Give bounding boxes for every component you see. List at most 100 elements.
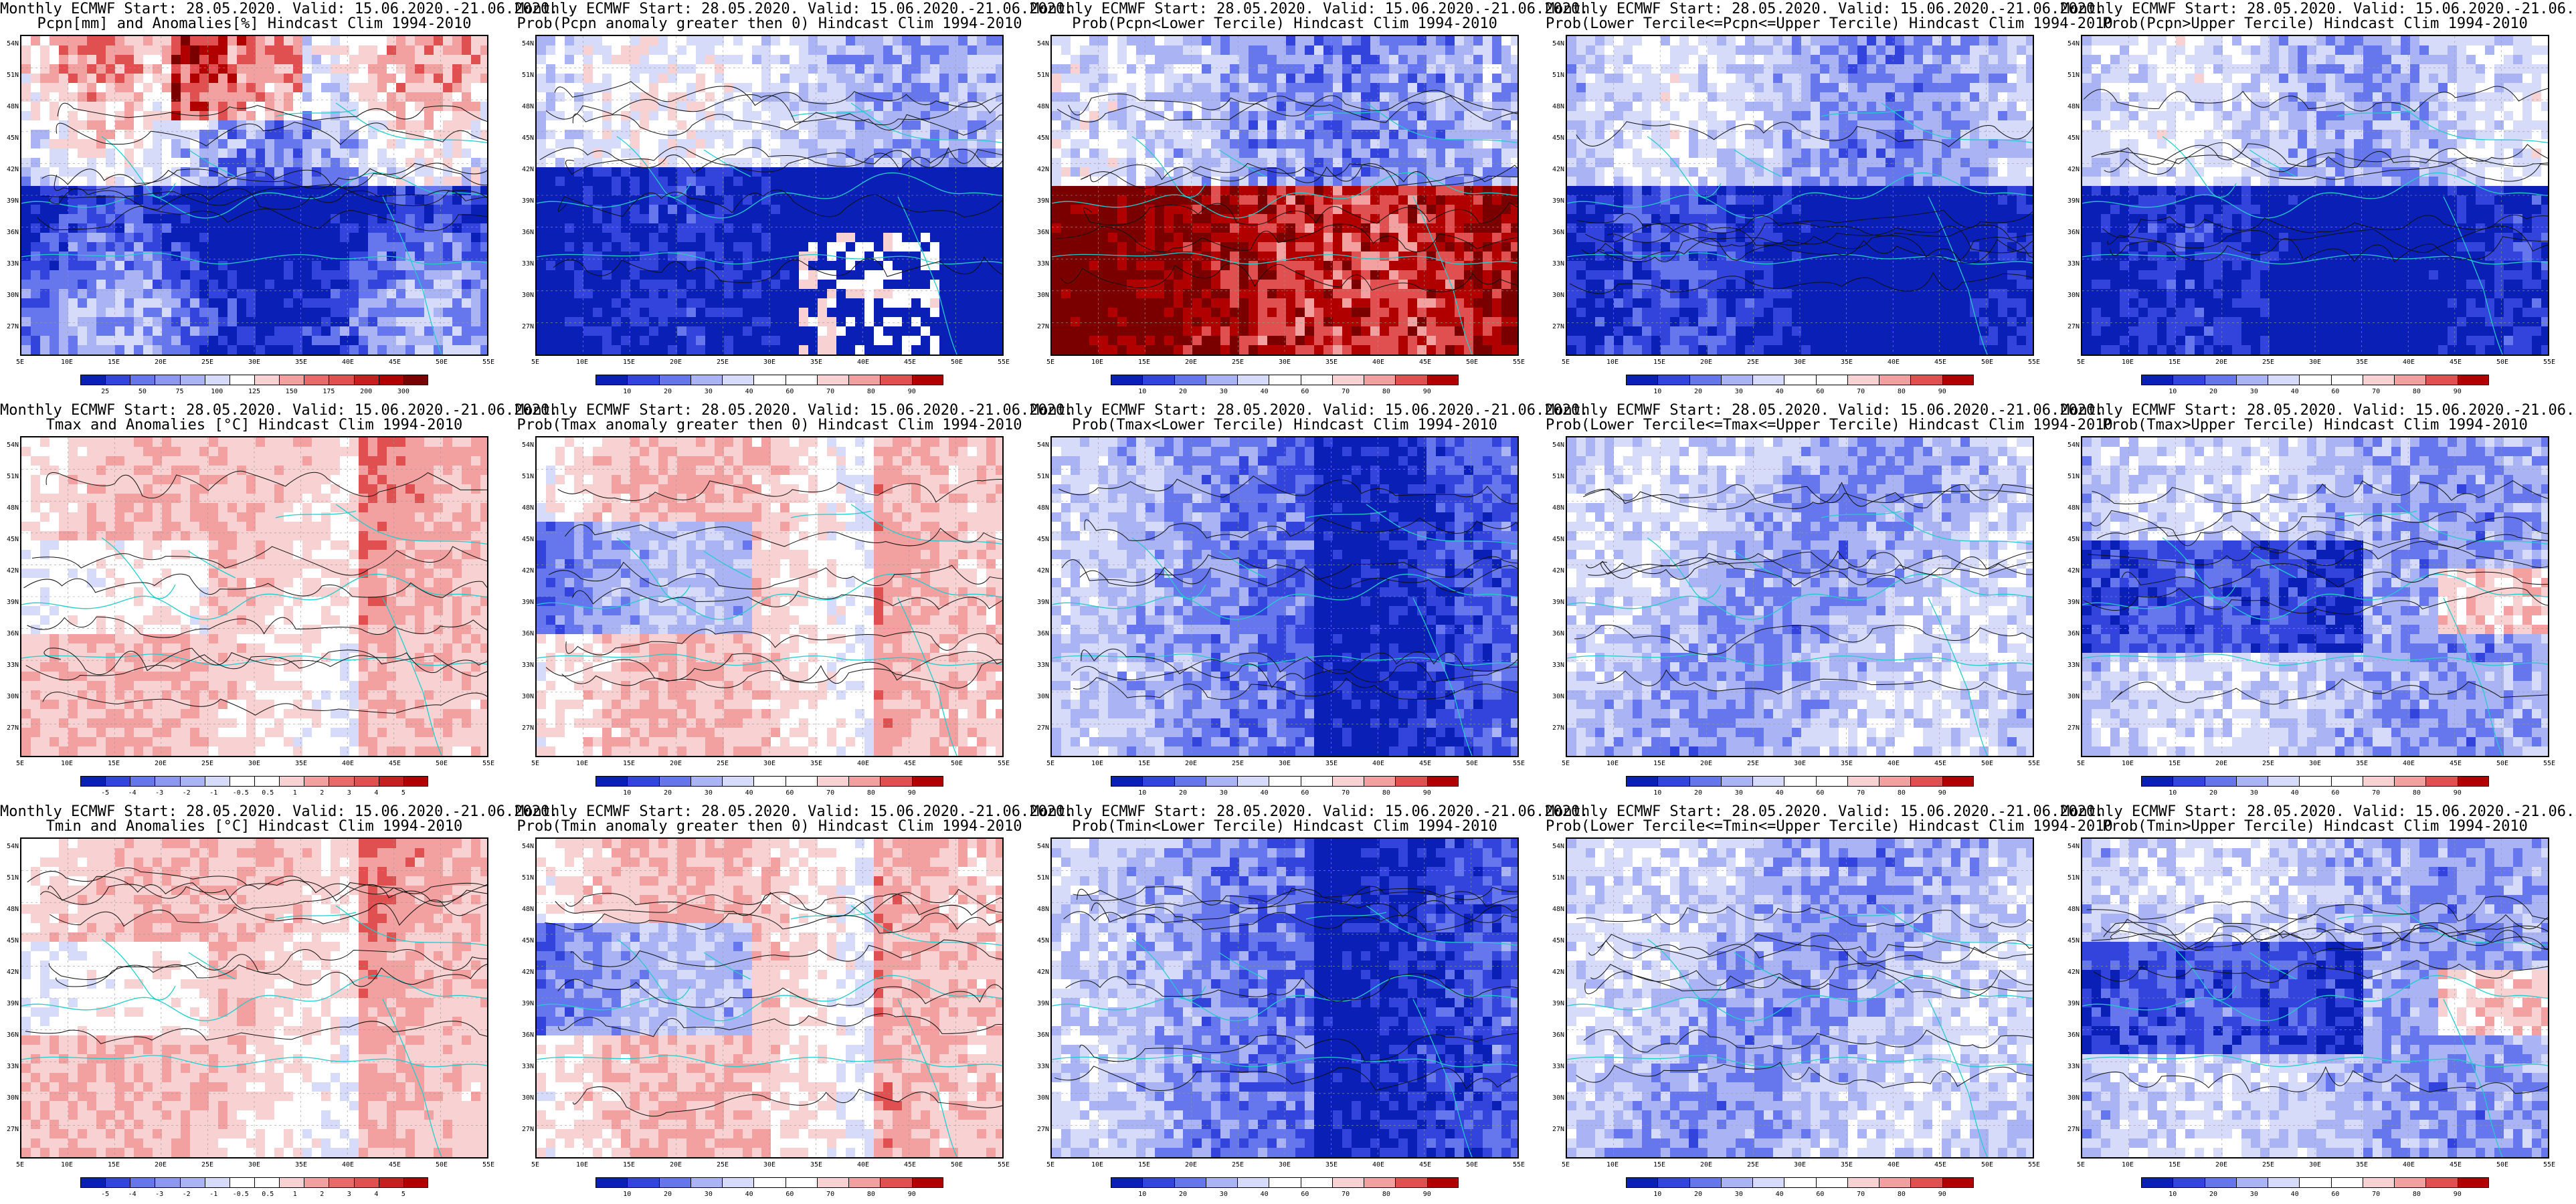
latitude-label: 30N (1033, 292, 1049, 299)
colorbar-swatch (353, 375, 379, 385)
colorbar-swatch (880, 776, 912, 787)
latitude-label: 36N (2063, 229, 2080, 236)
latitude-label: 42N (518, 567, 534, 575)
map-frame (2081, 35, 2549, 356)
latitude-label: 54N (2063, 843, 2080, 850)
colorbar-tick-label: 60 (2325, 789, 2345, 797)
colorbar-tick-label: 2 (312, 1191, 332, 1198)
latitude-label: 36N (1548, 1031, 1564, 1039)
coastline (1567, 654, 2033, 666)
longitude-label: 25E (1228, 760, 1247, 767)
contour-line (1054, 1066, 1517, 1091)
coastline (616, 537, 691, 599)
longitude-label: 50E (1463, 760, 1481, 767)
longitude-label: 10E (1603, 760, 1622, 767)
colorbar-tick-label: 30 (2244, 789, 2264, 797)
contour-line (571, 587, 1002, 610)
colorbar-swatch (785, 375, 817, 385)
colorbar-swatch (1174, 1177, 1206, 1188)
colorbar-swatch (1364, 776, 1396, 787)
longitude-label: 20E (151, 359, 170, 366)
colorbar-swatch (690, 776, 723, 787)
colorbar-tick-label: 75 (170, 388, 190, 395)
colorbar-swatch (1910, 375, 1942, 385)
longitude-label: 35E (1837, 760, 1856, 767)
latitude-label: 42N (1033, 969, 1049, 976)
colorbar-swatch (1269, 776, 1301, 787)
longitude-label: 45E (1931, 760, 1950, 767)
forecast-panel: Monthly ECMWF Start: 28.05.2020. Valid: … (0, 401, 558, 803)
colorbar-tick-label: 60 (779, 388, 800, 395)
colorbar-swatch (2425, 375, 2458, 385)
longitude-label: 45E (1416, 760, 1435, 767)
colorbar-tick-label: 80 (1376, 789, 1396, 797)
colorbar-swatch (2141, 776, 2173, 787)
colorbar-tick-label: 2 (312, 789, 332, 797)
colorbar-swatch (690, 375, 723, 385)
latitude-label: 30N (1548, 1094, 1564, 1102)
latitude-label: 48N (2063, 103, 2080, 110)
coastline (1052, 573, 1517, 620)
contour-line (1079, 1033, 1517, 1062)
latitude-label: 27N (2063, 323, 2080, 330)
contour-line (2111, 678, 2548, 705)
colorbar-tick-label: 90 (1932, 388, 1952, 395)
longitude-label: 45E (901, 1161, 919, 1169)
latitude-label: 42N (518, 166, 534, 173)
longitude-label: 20E (151, 1161, 170, 1169)
contour-line (1576, 1062, 2033, 1088)
longitude-label: 15E (1650, 359, 1669, 366)
latitude-label: 54N (2063, 441, 2080, 449)
colorbar (80, 1177, 428, 1188)
longitude-label: 45E (2446, 760, 2465, 767)
colorbar-swatch (378, 776, 403, 787)
forecast-panel: Monthly ECMWF Start: 28.05.2020. Valid: … (515, 0, 1073, 401)
latitude-label: 54N (1548, 441, 1564, 449)
contour-line (1056, 223, 1517, 253)
colorbar-tick-label: 70 (820, 1191, 840, 1198)
longitude-label: 20E (666, 760, 685, 767)
colorbar-swatch (105, 776, 130, 787)
contour-line (23, 573, 487, 598)
colorbar-tick-label: 10 (617, 388, 637, 395)
coastline (1366, 905, 1517, 946)
colorbar-tick-label: 10 (1132, 388, 1152, 395)
longitude-label: 45E (901, 359, 919, 366)
longitude-label: 20E (666, 1161, 685, 1169)
longitude-label: 45E (1931, 1161, 1950, 1169)
colorbar-swatch (848, 776, 881, 787)
contour-line (2083, 86, 2548, 112)
colorbar-swatch (753, 375, 786, 385)
colorbar-tick-label: 70 (1336, 388, 1356, 395)
map-field (1052, 839, 1517, 1157)
colorbar-swatch (2235, 1177, 2268, 1188)
latitude-label: 30N (2063, 292, 2080, 299)
colorbar (1626, 1177, 1974, 1188)
colorbar-swatch (2394, 375, 2426, 385)
latitude-label: 48N (3, 906, 19, 913)
colorbar (595, 776, 943, 787)
colorbar-tick-label: 30 (1214, 388, 1234, 395)
forecast-panel: Monthly ECMWF Start: 28.05.2020. Valid: … (1546, 0, 2113, 401)
panel-title-line1: Monthly ECMWF Start: 28.05.2020. Valid: … (2061, 804, 2576, 820)
coastline (1734, 550, 1782, 579)
colorbar-swatch (595, 776, 628, 787)
colorbar-swatch (1879, 776, 1911, 787)
coastline (537, 172, 1002, 219)
longitude-label: 40E (854, 1161, 872, 1169)
coastline (382, 999, 442, 1157)
map-field (537, 839, 1002, 1157)
longitude-label: 45E (2446, 359, 2465, 366)
contour-line (2104, 155, 2548, 182)
colorbar-swatch (880, 1177, 912, 1188)
latitude-label: 36N (3, 229, 19, 236)
coastline (897, 196, 957, 355)
latitude-label: 54N (1033, 40, 1049, 47)
colorbar-tick-label: 30 (1729, 388, 1749, 395)
latitude-label: 42N (3, 166, 19, 173)
latitude-label: 45N (518, 937, 534, 944)
colorbar-swatch (1142, 776, 1174, 787)
coastline (1052, 252, 1517, 265)
longitude-label: 10E (2118, 760, 2137, 767)
colorbar (1626, 776, 1974, 787)
